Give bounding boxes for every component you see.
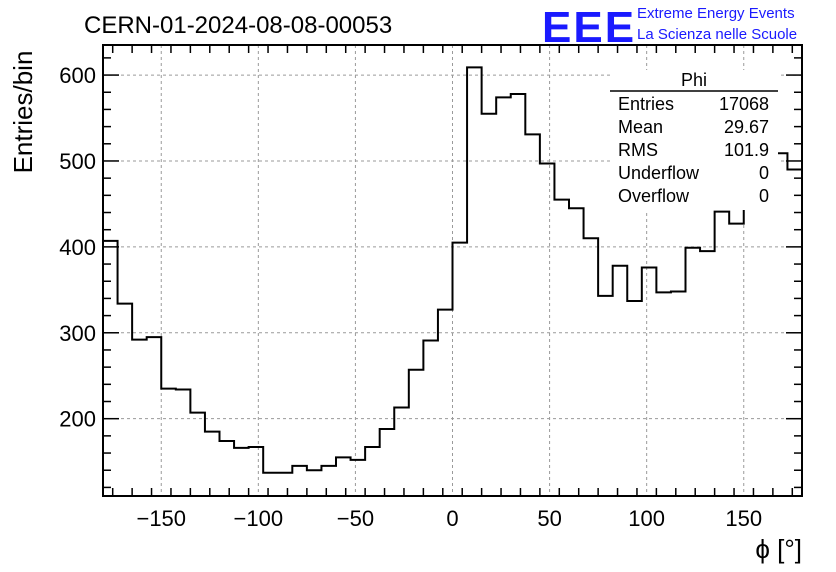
plot-frame (102, 44, 803, 497)
stats-row-value: 0 (759, 163, 769, 183)
x-axis-label: ϕ [°] (755, 534, 802, 564)
stats-row-value: 101.9 (724, 140, 769, 160)
stats-row-value: 17068 (719, 94, 769, 114)
stats-row-value: 29.67 (724, 117, 769, 137)
stats-box-title: Phi (681, 70, 707, 90)
stats-box-background (610, 70, 778, 210)
histogram-series (103, 66, 803, 474)
y-axis-label: Entries/bin (8, 51, 38, 174)
x-tick-label: 50 (537, 506, 561, 531)
axis-ticks: −150 −100 −50 0 50 100 150 200 300 400 500 600 (59, 45, 802, 531)
y-tick-label: 500 (59, 149, 96, 174)
y-tick-label: 600 (59, 63, 96, 88)
x-tick-label: 150 (725, 506, 762, 531)
stats-row-label: Entries (618, 94, 674, 114)
logo-line-2: La Scienza nelle Scuole (637, 26, 797, 43)
x-tick-label: −150 (136, 506, 186, 531)
x-tick-label: 100 (628, 506, 665, 531)
logo-mark: EEE (542, 3, 636, 52)
x-tick-label: −50 (337, 506, 374, 531)
logo-line-1: Extreme Energy Events (637, 5, 795, 22)
stats-row-label: Underflow (618, 163, 700, 183)
stats-row-value: 0 (759, 186, 769, 206)
stats-row-label: Mean (618, 117, 663, 137)
eee-logo: EEE Extreme Energy Events La Scienza nel… (542, 3, 797, 52)
stats-box: Phi Entries 17068 Mean 29.67 RMS 101.9 Underfl… (610, 70, 778, 210)
stats-row-label: RMS (618, 140, 658, 160)
chart-title: CERN-01-2024-08-08-00053 (84, 12, 392, 39)
stats-rows: Entries 17068 Mean 29.67 RMS 101.9 Underflow 0 O… (618, 94, 769, 206)
y-tick-label: 400 (59, 235, 96, 260)
stats-row-label: Overflow (618, 186, 690, 206)
y-tick-label: 300 (59, 321, 96, 346)
y-tick-label: 200 (59, 407, 96, 432)
x-tick-label: −100 (234, 506, 284, 531)
x-tick-label: 0 (446, 506, 458, 531)
